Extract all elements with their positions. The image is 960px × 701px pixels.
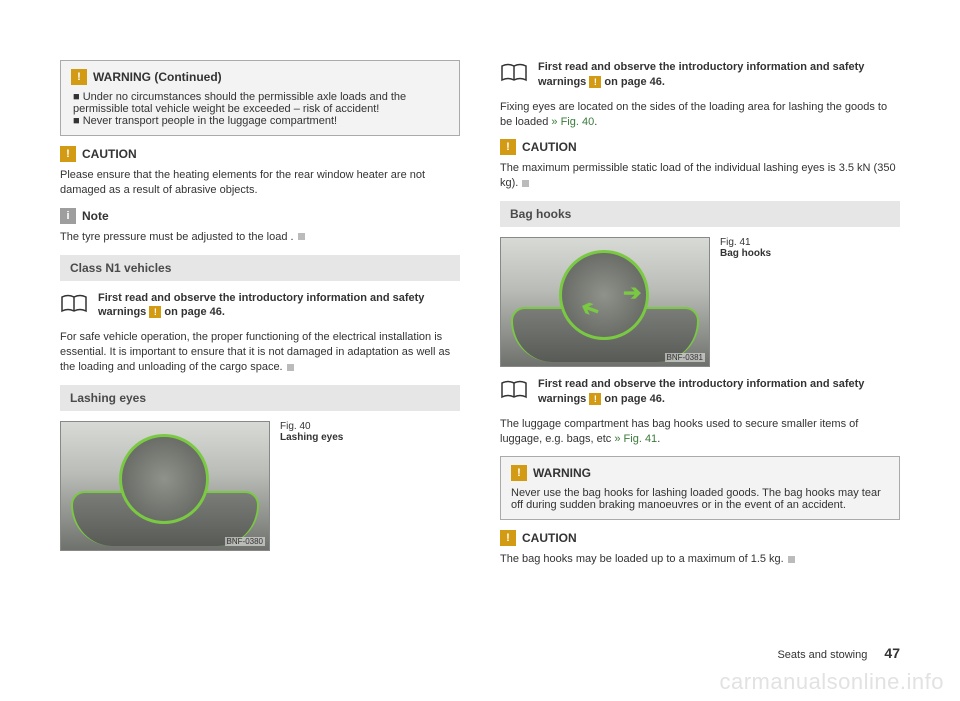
figure-41-title: Bag hooks bbox=[720, 248, 771, 259]
note-text-content: The tyre pressure must be adjusted to th… bbox=[60, 231, 294, 243]
figure-41-badge: BNF-0381 bbox=[665, 353, 705, 362]
warning-continued-title: WARNING (Continued) bbox=[93, 70, 222, 84]
arrow-icon: ➔ bbox=[623, 280, 641, 306]
lashing-paragraph: Fixing eyes are located on the sides of … bbox=[500, 100, 900, 130]
class-n1-header: Class N1 vehicles bbox=[60, 255, 460, 281]
inline-warning-icon: ! bbox=[149, 306, 161, 318]
page-footer: Seats and stowing 47 bbox=[777, 645, 900, 661]
info-icon: i bbox=[60, 208, 76, 224]
warning-2-heading: ! WARNING bbox=[511, 465, 889, 481]
section-end-icon bbox=[287, 364, 294, 371]
page-content: ! WARNING (Continued) Under no circumsta… bbox=[0, 0, 960, 577]
read-first-1-text: First read and observe the introductory … bbox=[98, 291, 460, 321]
section-end-icon bbox=[298, 233, 305, 240]
n1-paragraph-text: For safe vehicle operation, the proper f… bbox=[60, 331, 450, 373]
fig-41-link[interactable]: » Fig. 41 bbox=[614, 433, 657, 445]
watermark: carmanualsonline.info bbox=[719, 669, 944, 695]
bag-hooks-header: Bag hooks bbox=[500, 201, 900, 227]
caution-2-title: CAUTION bbox=[522, 140, 577, 154]
lashing-eyes-header: Lashing eyes bbox=[60, 385, 460, 411]
figure-41-number: Fig. 41 bbox=[720, 237, 771, 248]
book-icon bbox=[500, 379, 528, 401]
read-first-2-text: First read and observe the introductory … bbox=[538, 60, 900, 90]
caution-2-text: The maximum permissible static load of t… bbox=[500, 161, 900, 191]
warning-icon: ! bbox=[71, 69, 87, 85]
caution-2-heading: ! CAUTION bbox=[500, 139, 900, 155]
caution-3-heading: ! CAUTION bbox=[500, 530, 900, 546]
figure-40-number: Fig. 40 bbox=[280, 421, 343, 432]
book-icon bbox=[60, 293, 88, 315]
warning-bullet-1: Under no circumstances should the permis… bbox=[73, 91, 449, 115]
figure-40: BNF-0380 Fig. 40 Lashing eyes bbox=[60, 421, 460, 551]
caution-1-text: Please ensure that the heating elements … bbox=[60, 168, 460, 198]
caution-icon: ! bbox=[60, 146, 76, 162]
fig-40-link[interactable]: » Fig. 40 bbox=[551, 116, 594, 128]
bag-hooks-paragraph: The luggage compartment has bag hooks us… bbox=[500, 417, 900, 447]
n1-paragraph: For safe vehicle operation, the proper f… bbox=[60, 330, 460, 375]
page-number: 47 bbox=[884, 645, 900, 661]
magnifier-circle bbox=[119, 434, 209, 524]
note-title: Note bbox=[82, 209, 109, 223]
caution-3-title: CAUTION bbox=[522, 531, 577, 545]
read-first-3-text: First read and observe the introductory … bbox=[538, 377, 900, 407]
section-end-icon bbox=[522, 180, 529, 187]
left-column: ! WARNING (Continued) Under no circumsta… bbox=[60, 60, 460, 577]
read-first-3: First read and observe the introductory … bbox=[500, 377, 900, 407]
caution-1-heading: ! CAUTION bbox=[60, 146, 460, 162]
section-end-icon bbox=[788, 556, 795, 563]
figure-41: ➔ ➔ BNF-0381 Fig. 41 Bag hooks bbox=[500, 237, 900, 367]
read-first-1: First read and observe the introductory … bbox=[60, 291, 460, 321]
read-first-2: First read and observe the introductory … bbox=[500, 60, 900, 90]
note-text: The tyre pressure must be adjusted to th… bbox=[60, 230, 460, 245]
caution-icon: ! bbox=[500, 139, 516, 155]
warning-2-box: ! WARNING Never use the bag hooks for la… bbox=[500, 456, 900, 520]
warning-continued-box: ! WARNING (Continued) Under no circumsta… bbox=[60, 60, 460, 136]
note-heading: i Note bbox=[60, 208, 460, 224]
inline-warning-icon: ! bbox=[589, 393, 601, 405]
figure-40-image: BNF-0380 bbox=[60, 421, 270, 551]
caution-icon: ! bbox=[500, 530, 516, 546]
figure-40-badge: BNF-0380 bbox=[225, 537, 265, 546]
warning-continued-heading: ! WARNING (Continued) bbox=[71, 69, 449, 85]
footer-section: Seats and stowing bbox=[777, 649, 867, 661]
caution-1-title: CAUTION bbox=[82, 147, 137, 161]
warning-icon: ! bbox=[511, 465, 527, 481]
inline-warning-icon: ! bbox=[589, 76, 601, 88]
book-icon bbox=[500, 62, 528, 84]
figure-41-caption: Fig. 41 Bag hooks bbox=[720, 237, 771, 367]
caution-3-text: The bag hooks may be loaded up to a maxi… bbox=[500, 552, 900, 567]
figure-40-caption: Fig. 40 Lashing eyes bbox=[280, 421, 343, 551]
figure-40-title: Lashing eyes bbox=[280, 432, 343, 443]
right-column: First read and observe the introductory … bbox=[500, 60, 900, 577]
warning-2-title: WARNING bbox=[533, 466, 591, 480]
warning-bullet-2: Never transport people in the luggage co… bbox=[73, 115, 449, 127]
figure-41-image: ➔ ➔ BNF-0381 bbox=[500, 237, 710, 367]
warning-2-text: Never use the bag hooks for lashing load… bbox=[511, 487, 889, 511]
